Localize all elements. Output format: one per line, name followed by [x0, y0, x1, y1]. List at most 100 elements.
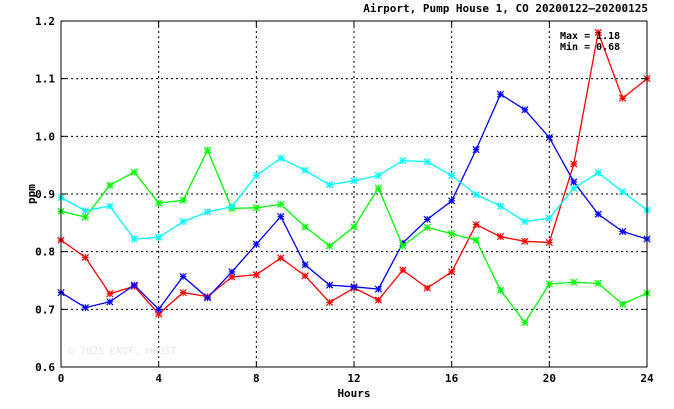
data-point	[618, 300, 627, 308]
data-point	[448, 197, 456, 205]
data-point	[399, 242, 407, 250]
data-point	[179, 288, 187, 297]
data-point	[423, 223, 431, 232]
y-tick-label: 1.0	[35, 130, 55, 143]
data-point	[325, 242, 334, 250]
data-point	[228, 203, 236, 211]
grid-lines	[61, 21, 647, 367]
y-tick-label: 1.1	[35, 73, 55, 86]
data-point	[570, 160, 578, 168]
data-point	[301, 223, 309, 231]
y-tick-label: 0.8	[35, 246, 55, 259]
data-point	[106, 298, 114, 306]
data-point	[179, 272, 187, 281]
data-point	[472, 190, 480, 199]
data-point	[448, 230, 456, 238]
data-point	[155, 305, 163, 313]
data-point	[545, 238, 553, 247]
data-point	[472, 236, 480, 244]
data-point	[496, 286, 505, 294]
series-3	[57, 146, 651, 327]
data-point	[374, 296, 383, 304]
data-point	[301, 261, 309, 269]
x-tick-label: 24	[640, 372, 654, 385]
data-point	[594, 169, 602, 177]
data-point	[545, 214, 553, 222]
y-tick-label: 0.9	[35, 188, 55, 201]
x-tick-label: 16	[445, 372, 459, 385]
data-point	[570, 178, 578, 186]
data-point	[252, 204, 260, 212]
data-point	[594, 28, 602, 37]
data-point	[423, 158, 431, 166]
data-point	[106, 290, 114, 298]
data-point	[374, 285, 383, 293]
chart-title: Airport, Pump House 1, CO 20200122–20200…	[363, 2, 648, 15]
data-point	[252, 240, 260, 248]
x-axis: 0 4 8 12 16 20 24	[58, 21, 654, 385]
data-point	[350, 283, 358, 291]
data-point	[277, 200, 285, 209]
data-point	[594, 210, 602, 218]
data-point	[399, 266, 407, 274]
data-point	[448, 268, 456, 276]
x-tick-label: 12	[347, 372, 360, 385]
data-point	[203, 294, 212, 302]
data-point	[155, 233, 163, 241]
data-point	[203, 208, 212, 216]
data-point	[423, 215, 431, 223]
data-point	[179, 218, 187, 226]
data-point	[81, 303, 90, 312]
y-tick-label: 0.6	[35, 361, 55, 374]
data-point	[277, 212, 285, 221]
data-point	[570, 278, 578, 286]
x-tick-label: 0	[58, 372, 65, 385]
series-layer	[57, 28, 651, 327]
data-point	[374, 171, 383, 180]
data-point	[496, 90, 505, 98]
data-point	[130, 235, 138, 243]
data-point	[350, 177, 358, 185]
data-point	[496, 202, 505, 210]
data-point	[545, 133, 553, 142]
data-point	[325, 298, 334, 307]
data-point	[521, 218, 529, 226]
data-point	[301, 166, 309, 174]
data-point	[374, 184, 383, 192]
data-point	[594, 279, 602, 288]
data-point	[228, 268, 236, 276]
data-point	[130, 168, 138, 176]
data-point	[179, 196, 187, 204]
data-point	[203, 146, 212, 154]
max-annotation: Max = 1.18	[560, 31, 620, 42]
data-point	[106, 202, 114, 210]
data-point	[448, 171, 456, 180]
data-point	[81, 253, 90, 262]
data-point	[521, 106, 529, 114]
data-point	[521, 318, 529, 327]
data-point	[301, 272, 309, 280]
data-point	[252, 271, 260, 279]
data-point	[155, 199, 163, 207]
y-tick-label: 0.7	[35, 303, 55, 316]
x-tick-label: 4	[155, 372, 162, 385]
data-point	[399, 156, 407, 165]
data-point	[570, 184, 578, 192]
data-point	[81, 213, 90, 221]
data-point	[277, 254, 285, 262]
data-point	[545, 280, 553, 288]
data-point	[618, 188, 627, 196]
watermark: © 2025 ENVF, HKUST	[68, 346, 176, 357]
data-point	[325, 281, 334, 289]
data-point	[618, 227, 627, 236]
data-point	[472, 220, 480, 229]
x-tick-label: 8	[253, 372, 260, 385]
data-point	[350, 223, 358, 231]
data-point	[325, 181, 334, 189]
series-2	[57, 90, 651, 313]
y-tick-label: 1.2	[35, 15, 55, 28]
data-point	[130, 281, 138, 289]
y-axis-label: ppm	[25, 184, 38, 204]
data-point	[496, 233, 505, 241]
